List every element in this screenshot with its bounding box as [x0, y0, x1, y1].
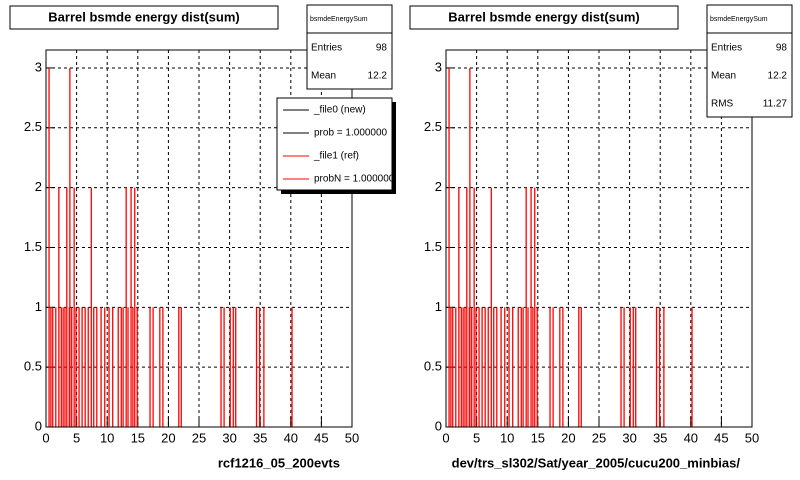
stats-label: Entries	[311, 43, 342, 54]
stats-box	[306, 4, 393, 90]
y-tick-label: 2.5	[424, 119, 442, 134]
title-box	[9, 5, 279, 30]
stats-label: RMS	[711, 99, 734, 110]
stats-value: 12.2	[368, 71, 388, 82]
title-box	[409, 5, 679, 30]
x-tick-label: 40	[284, 430, 298, 445]
y-tick-label: 1	[435, 299, 442, 314]
x-tick-label: 0	[42, 430, 49, 445]
y-tick-label: 2	[435, 179, 442, 194]
x-tick-label: 50	[745, 430, 759, 445]
y-tick-label: 0.5	[24, 359, 42, 374]
stats-label: Mean	[711, 71, 736, 82]
chart-title: Barrel bsmde energy dist(sum)	[48, 9, 239, 24]
x-axis-label: rcf1216_05_200evts	[218, 455, 340, 470]
x-tick-label: 10	[500, 430, 514, 445]
legend: _file0 (new) prob = 1.000000 _file1 (ref) p…	[283, 105, 395, 185]
y-tick-label: 1.5	[424, 239, 442, 254]
y-tick-label: 0.5	[424, 359, 442, 374]
x-axis-label: dev/trs_sl302/Sat/year_2005/cucu200_minb…	[452, 455, 741, 470]
y-tick-label: 0	[35, 418, 42, 433]
x-tick-label: 15	[531, 430, 545, 445]
x-tick-label: 5	[473, 430, 480, 445]
x-tick-label: 45	[314, 430, 328, 445]
y-tick-label: 0	[435, 418, 442, 433]
legend-label: probN = 1.000000	[314, 174, 395, 185]
stats-value: 12.2	[768, 71, 788, 82]
legend-box	[276, 97, 393, 191]
stats-label: Mean	[311, 71, 336, 82]
legend-label: _file0 (new)	[313, 105, 366, 116]
x-tick-label: 15	[131, 430, 145, 445]
x-tick-label: 30	[622, 430, 636, 445]
y-tick-label: 1.5	[24, 239, 42, 254]
x-tick-label: 20	[161, 430, 175, 445]
x-tick-label: 0	[442, 430, 449, 445]
stats-box	[706, 4, 793, 118]
y-tick-label: 1	[35, 299, 42, 314]
legend-label: _file1 (ref)	[313, 151, 359, 162]
x-tick-label: 40	[684, 430, 698, 445]
y-tick-label: 2.5	[24, 119, 42, 134]
stats-value: 11.27	[763, 99, 788, 110]
stats-value: 98	[776, 43, 788, 54]
y-tick-label: 2	[35, 179, 42, 194]
x-tick-label: 35	[253, 430, 267, 445]
x-tick-label: 25	[592, 430, 606, 445]
chart-title: Barrel bsmde energy dist(sum)	[448, 9, 639, 24]
y-tick-label: 3	[35, 59, 42, 74]
stats-title: bsmdeEnergySum	[710, 16, 768, 23]
stats-label: Entries	[711, 43, 742, 54]
y-tick-label: 3	[435, 59, 442, 74]
x-tick-label: 10	[100, 430, 114, 445]
x-tick-label: 50	[345, 430, 359, 445]
x-tick-label: 45	[714, 430, 728, 445]
axis-frame	[445, 49, 753, 428]
x-tick-label: 30	[222, 430, 236, 445]
legend-label: prob = 1.000000	[314, 128, 388, 139]
x-tick-label: 25	[192, 430, 206, 445]
axis-frame	[45, 49, 353, 428]
x-tick-label: 20	[561, 430, 575, 445]
stats-title: bsmdeEnergySum	[310, 16, 368, 23]
stats-value: 98	[376, 43, 388, 54]
x-tick-label: 35	[653, 430, 667, 445]
x-tick-label: 5	[73, 430, 80, 445]
